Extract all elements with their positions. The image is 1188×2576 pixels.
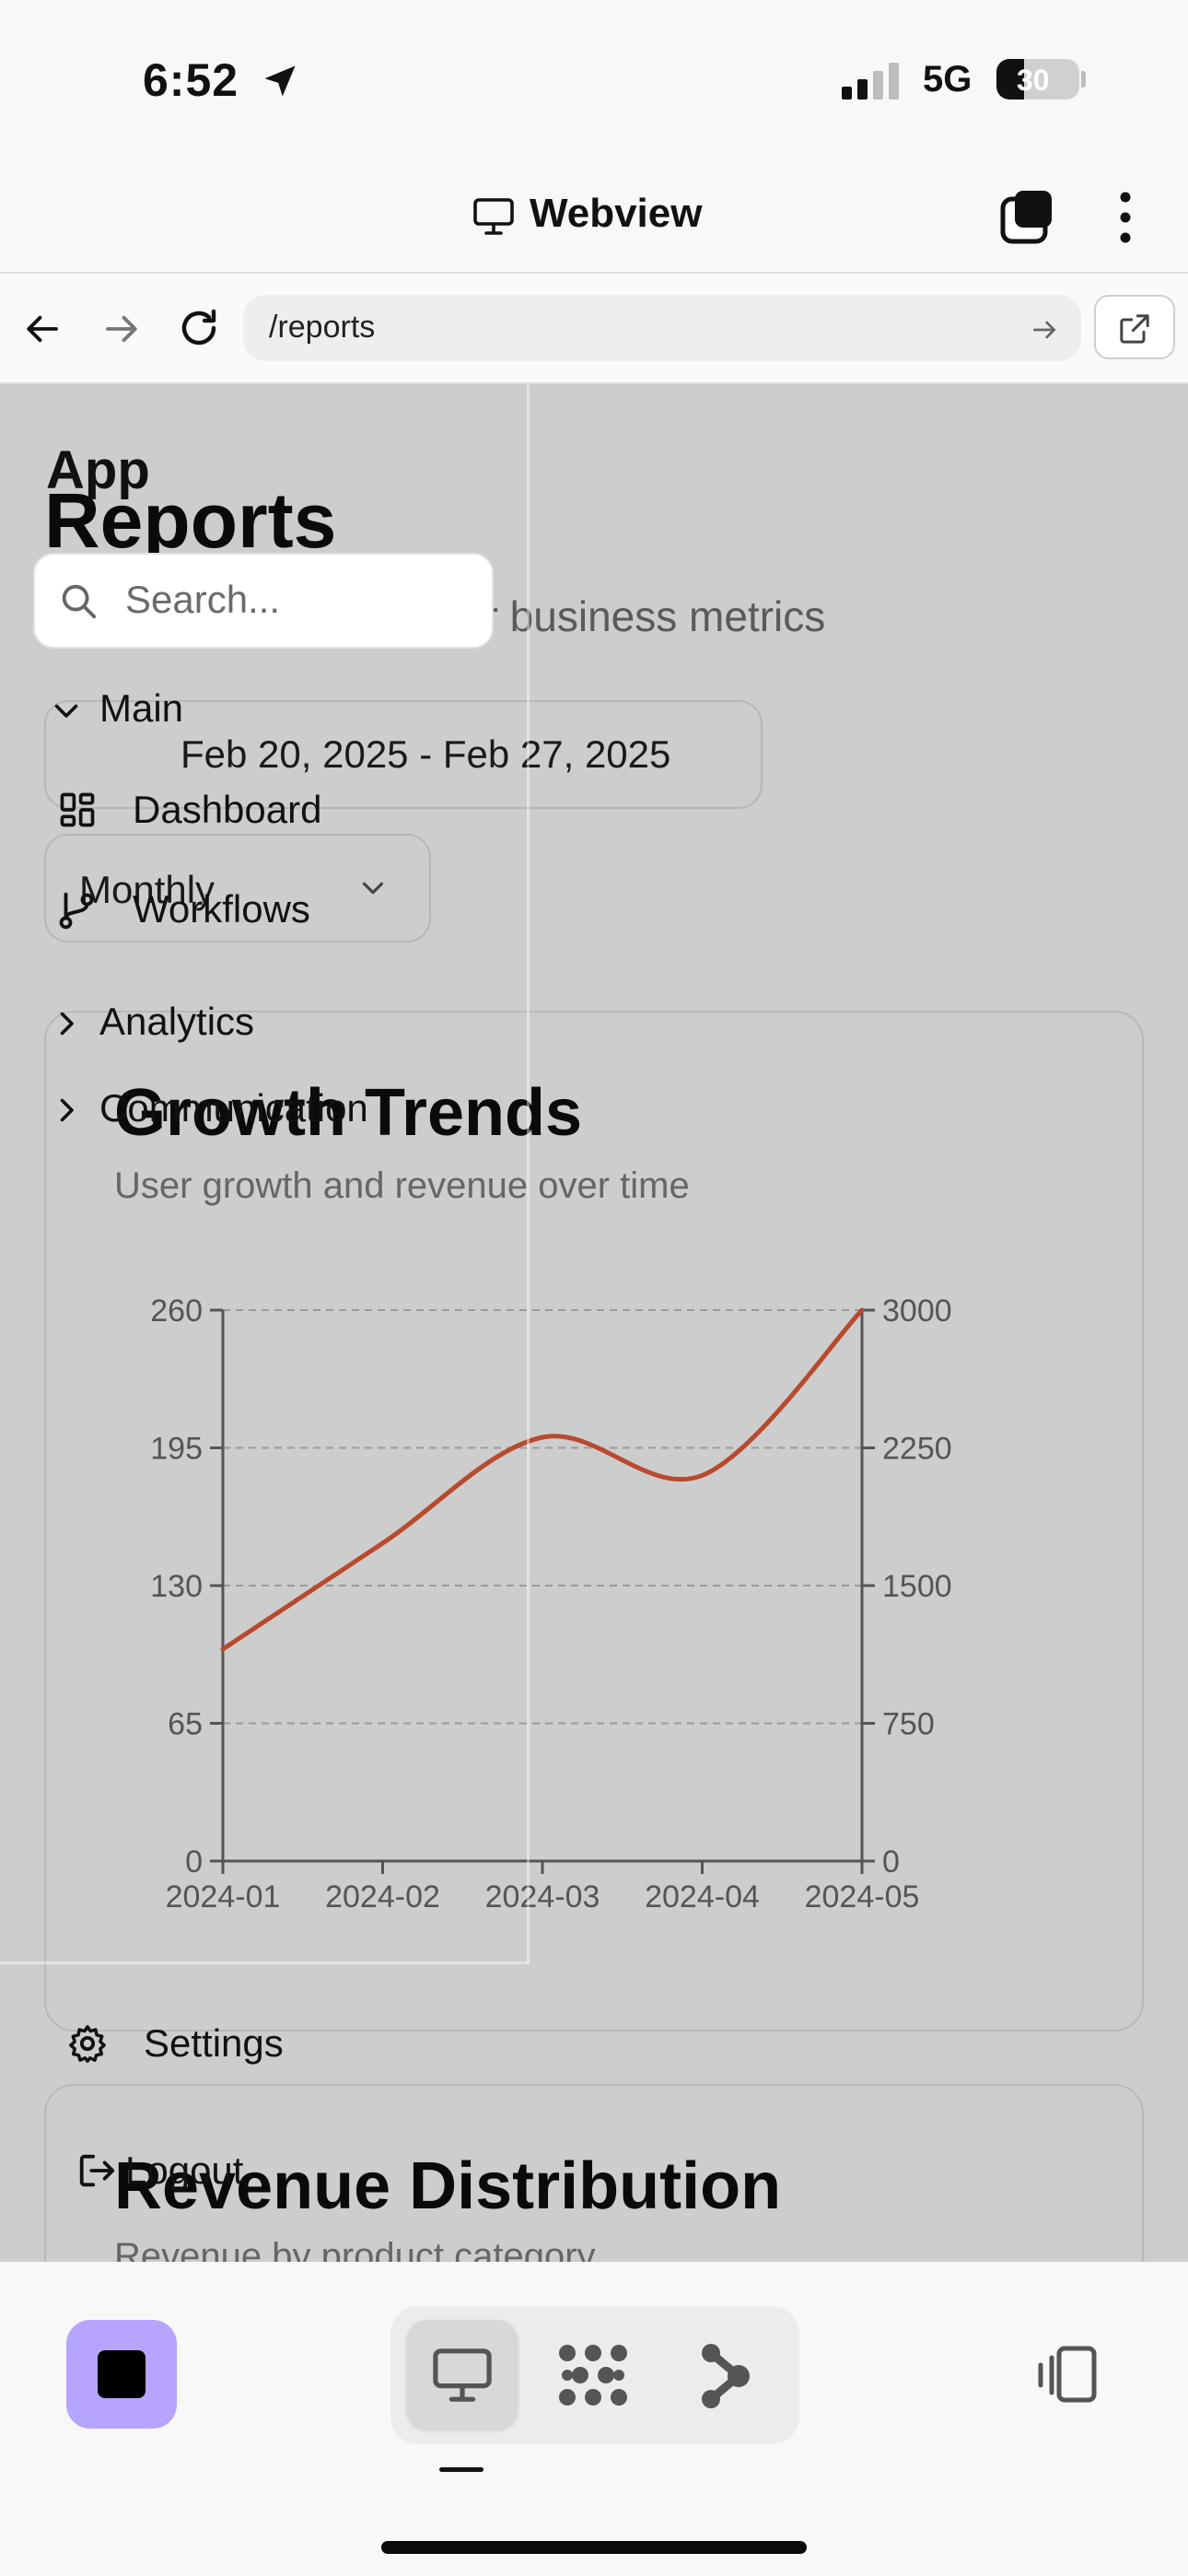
series-line bbox=[220, 1307, 865, 1652]
device-rotate-icon[interactable] bbox=[1033, 2345, 1100, 2406]
chevron-right-icon[interactable] bbox=[50, 1007, 83, 1040]
battery-level: 30 bbox=[1017, 64, 1050, 97]
external-link-icon bbox=[1120, 314, 1149, 344]
forward-arrow-icon[interactable] bbox=[101, 310, 140, 348]
more-vertical-icon[interactable] bbox=[1114, 190, 1136, 245]
x-tick-label: 2024-04 bbox=[645, 1879, 760, 1914]
url-field[interactable] bbox=[243, 295, 1081, 361]
growth-chart: 0 65 130 195 260 0 750 1500 2250 3000 2024-01 2024-… bbox=[150, 1294, 952, 1914]
date-range-text: Feb 20, 2025 - Feb 27, 2025 bbox=[181, 732, 671, 776]
y-left-tick-label: 65 bbox=[168, 1707, 203, 1742]
settings-gear-icon bbox=[69, 2025, 106, 2063]
git-branch-icon bbox=[59, 892, 94, 930]
x-tick-label: 2024-03 bbox=[485, 1879, 600, 1914]
growth-card-title: Growth Trends bbox=[114, 1076, 583, 1150]
back-arrow-icon[interactable] bbox=[24, 310, 63, 348]
y-right-tick-label: 750 bbox=[882, 1707, 935, 1742]
home-indicator bbox=[381, 2541, 807, 2554]
reload-icon[interactable] bbox=[177, 306, 221, 350]
search-placeholder: Search... bbox=[125, 578, 281, 621]
battery-icon: 30 bbox=[996, 59, 1079, 100]
x-tick-label: 2024-02 bbox=[325, 1879, 440, 1914]
network-type: 5G bbox=[923, 59, 973, 100]
grid-dots-icon[interactable] bbox=[556, 2342, 630, 2408]
status-time: 6:52 bbox=[143, 54, 239, 106]
page-title: Reports bbox=[44, 477, 337, 564]
sidebar-search-input[interactable] bbox=[33, 553, 494, 649]
webview-content: Reports ur business metrics Feb 20, 2025… bbox=[0, 384, 1188, 2262]
y-left-tick-label: 195 bbox=[150, 1432, 203, 1467]
sidebar-item-dashboard[interactable]: Dashboard bbox=[133, 788, 322, 831]
sidebar-group-main[interactable]: Main bbox=[99, 686, 184, 730]
sidebar-item-logout[interactable]: Logout bbox=[125, 2149, 244, 2192]
webview-header bbox=[0, 152, 1188, 274]
y-left-tick-label: 260 bbox=[150, 1294, 203, 1329]
sidebar-group-communication[interactable]: Communication bbox=[99, 1086, 368, 1130]
date-range-picker[interactable] bbox=[44, 700, 763, 809]
y-right-tick-label: 1500 bbox=[882, 1569, 952, 1604]
sidebar-item-workflows[interactable]: Workflows bbox=[133, 887, 310, 931]
monitor-icon bbox=[473, 198, 514, 235]
url-text: /reports bbox=[269, 310, 376, 345]
sidebar-edge bbox=[527, 384, 530, 1964]
revenue-card-title: Revenue Distribution bbox=[114, 2149, 782, 2223]
page-subtitle: ur business metrics bbox=[460, 592, 826, 640]
revenue-card-description: Revenue by product category bbox=[114, 2236, 596, 2262]
dashboard-icon bbox=[60, 792, 95, 827]
chevron-right-icon[interactable] bbox=[50, 1094, 83, 1127]
growth-trends-card bbox=[44, 1011, 1144, 2032]
sidebar-group-analytics[interactable]: Analytics bbox=[99, 1000, 255, 1043]
tabs-switcher-icon[interactable] bbox=[1000, 188, 1057, 245]
active-mode-indicator bbox=[439, 2467, 483, 2472]
x-tick-label: 2024-01 bbox=[166, 1879, 281, 1914]
y-right-tick-label: 2250 bbox=[882, 1432, 952, 1467]
x-tick-label: 2024-05 bbox=[805, 1879, 920, 1914]
sidebar-item-settings[interactable]: Settings bbox=[144, 2021, 284, 2065]
desktop-mode-button[interactable] bbox=[407, 2320, 518, 2429]
signal-icon bbox=[842, 63, 899, 100]
location-arrow-icon bbox=[264, 65, 296, 97]
sidebar-app-label: App bbox=[46, 440, 150, 500]
chevron-down-icon bbox=[362, 882, 384, 895]
go-arrow-icon[interactable] bbox=[1030, 315, 1059, 345]
webview-title: Webview bbox=[530, 191, 703, 236]
open-external-button[interactable] bbox=[1094, 295, 1175, 359]
growth-card-description: User growth and revenue over time bbox=[114, 1165, 690, 1206]
y-right-tick-label: 0 bbox=[882, 1844, 900, 1879]
y-left-tick-label: 130 bbox=[150, 1569, 203, 1604]
monitor-icon bbox=[433, 2348, 492, 2402]
stop-icon bbox=[98, 2350, 146, 2398]
period-select[interactable] bbox=[44, 834, 431, 943]
revenue-distribution-card bbox=[44, 2084, 1144, 2262]
y-left-tick-label: 0 bbox=[185, 1844, 203, 1879]
period-select-value: Monthly bbox=[79, 868, 215, 911]
logout-icon bbox=[79, 2154, 115, 2187]
y-right-tick-label: 3000 bbox=[882, 1294, 952, 1329]
battery-cap bbox=[1081, 71, 1086, 88]
search-icon bbox=[62, 584, 97, 619]
sidebar-divider bbox=[0, 1961, 529, 1964]
share-nodes-icon[interactable] bbox=[698, 2342, 751, 2410]
chevron-down-icon[interactable] bbox=[50, 694, 83, 727]
